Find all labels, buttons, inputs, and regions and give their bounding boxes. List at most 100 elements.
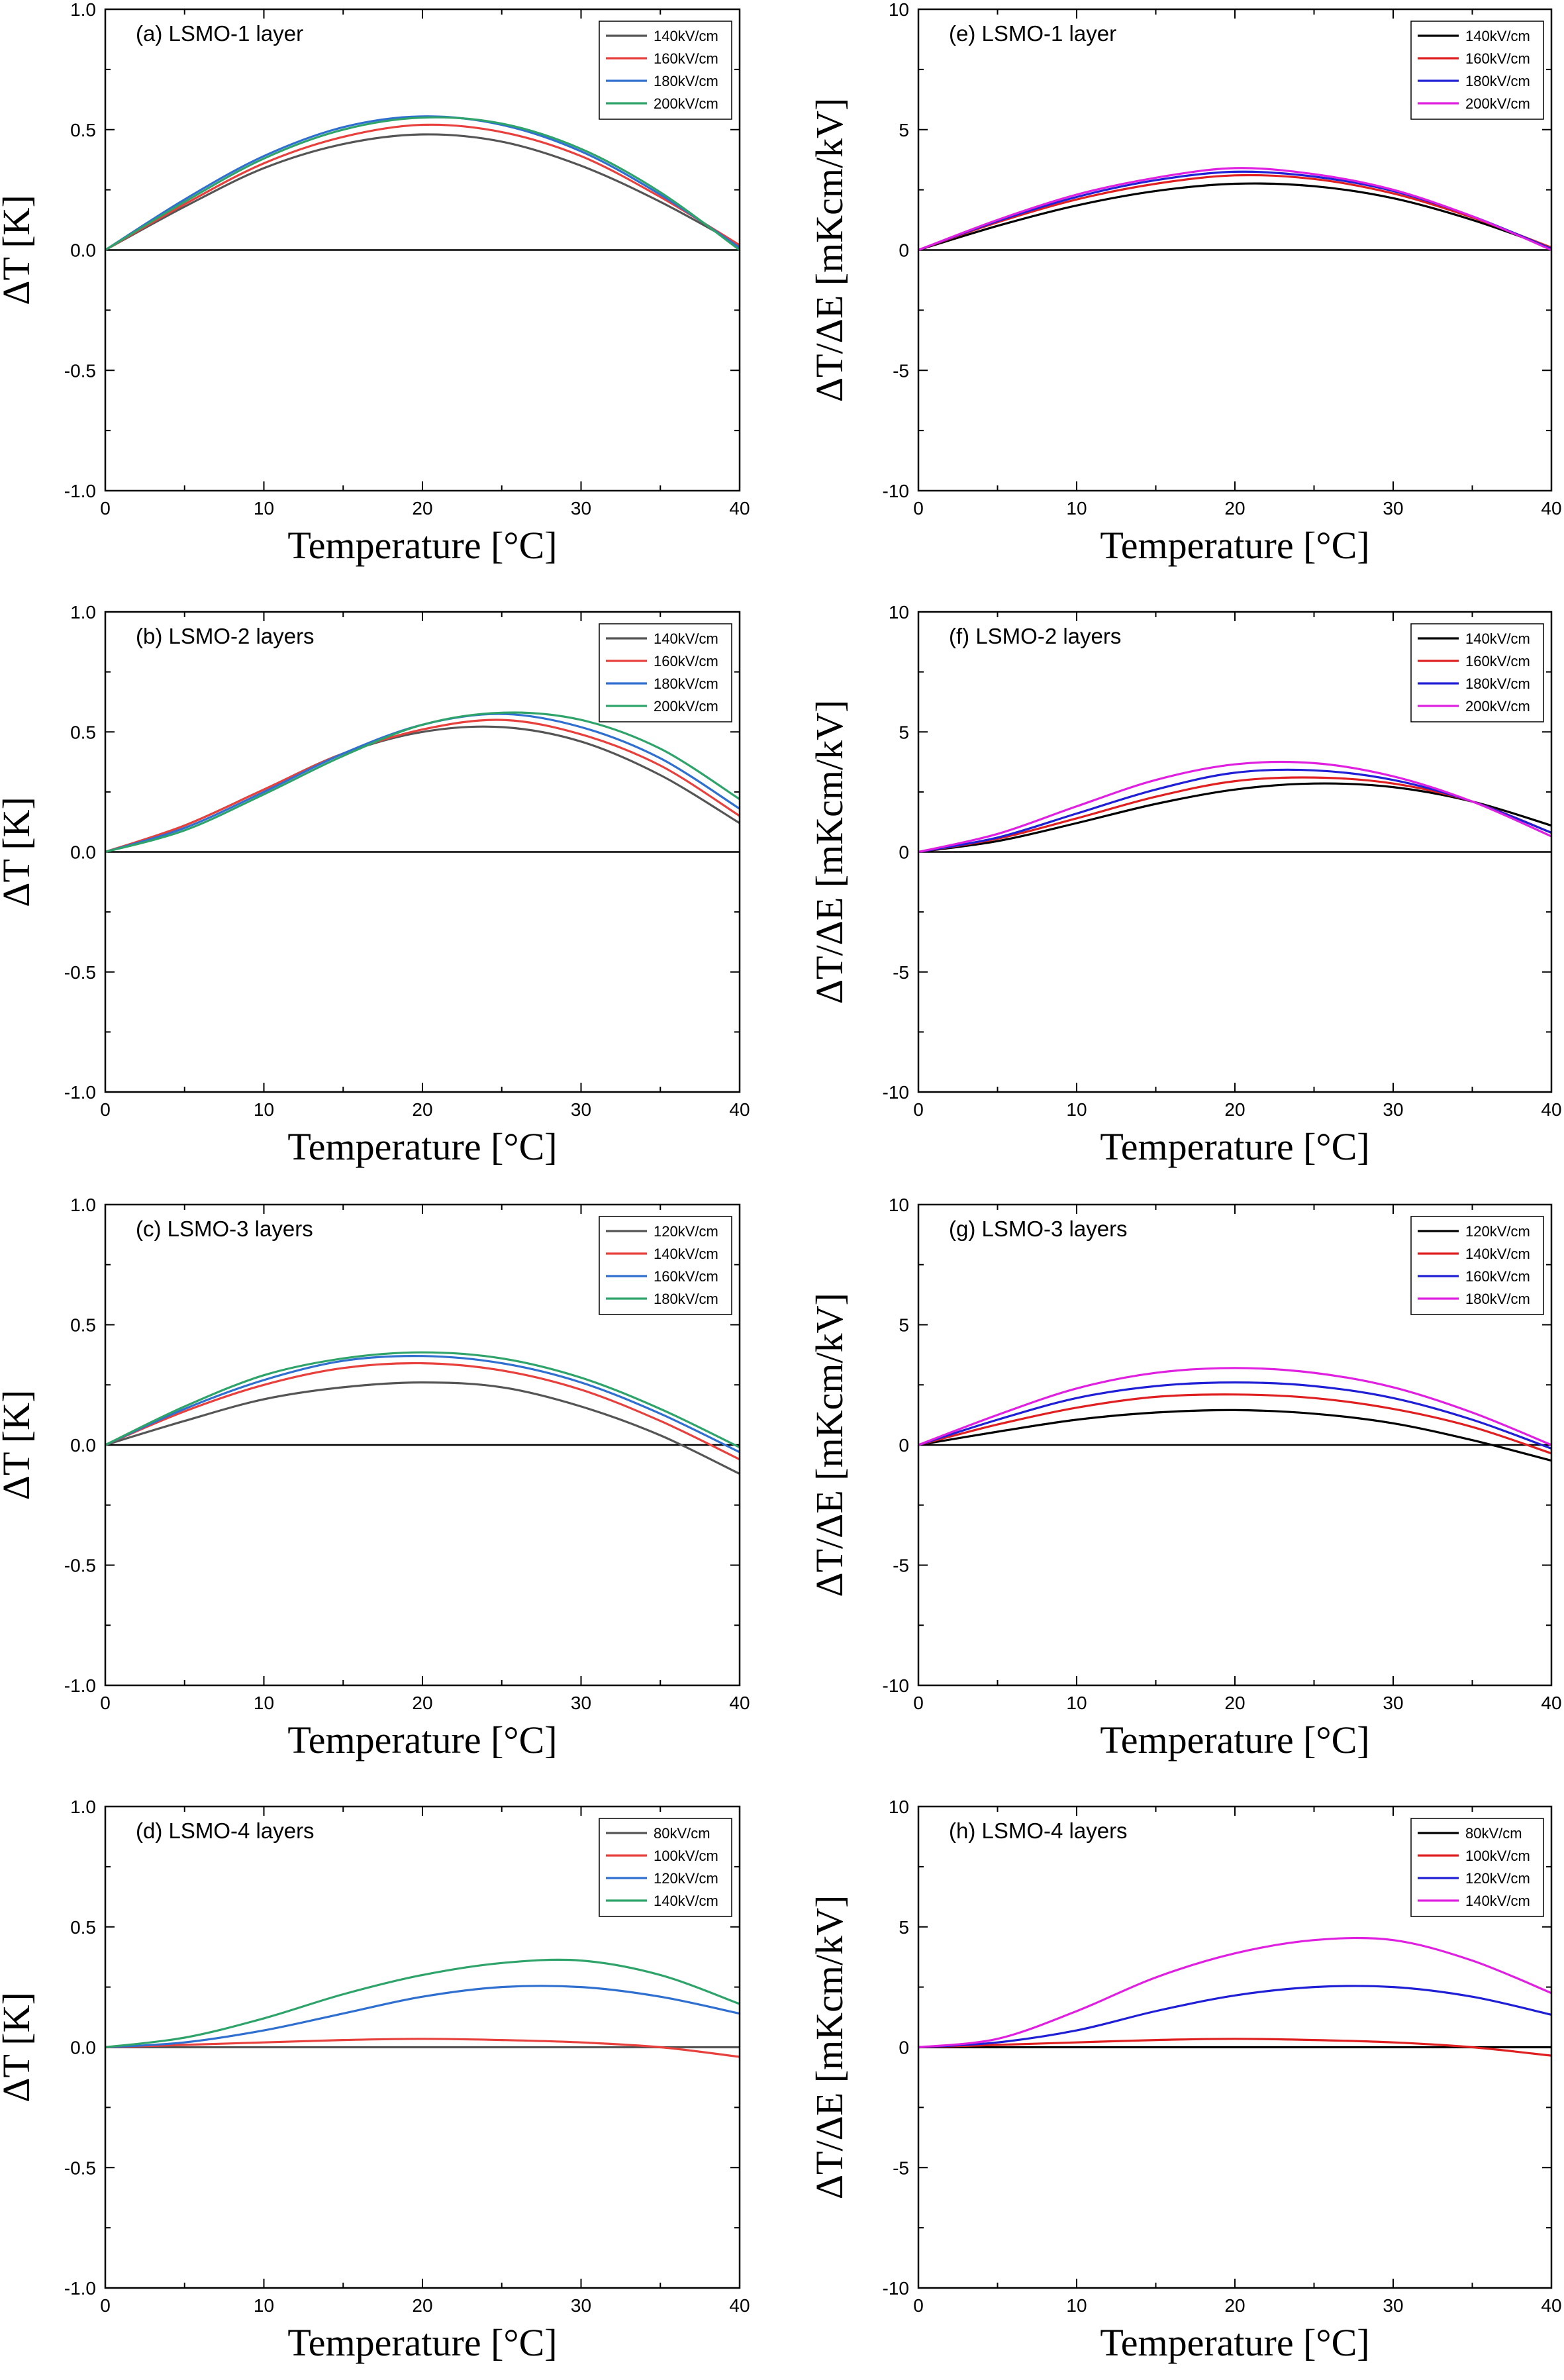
series-line-140kV-cm [105,133,740,251]
x-tick-label: 40 [1541,2295,1561,2316]
x-axis-title: Temperature [°C] [1100,1125,1369,1168]
panel-title: (a) LSMO-1 layer [136,21,303,46]
x-tick-label: 30 [1383,1099,1403,1120]
x-axis-title: Temperature [°C] [1100,1718,1369,1761]
x-tick-label: 0 [100,1099,111,1120]
y-tick-label: 0 [899,240,909,261]
x-tick-label: 10 [254,1099,274,1120]
y-tick-label: 0 [899,2038,909,2058]
y-tick-label: -10 [883,481,909,501]
series-line-120kV-cm [918,1985,1552,2049]
y-tick-label: 0 [899,1435,909,1456]
x-tick-label: 30 [571,1693,591,1713]
y-tick-label: 10 [889,1195,909,1215]
y-tick-label: 5 [899,120,909,140]
panel-title: (h) LSMO-4 layers [949,1818,1128,1843]
legend-entry: 100kV/cm [1465,1848,1530,1864]
legend-entry: 120kV/cm [1465,1870,1530,1887]
plot-frame [917,8,1553,492]
legend-entry: 120kV/cm [654,1870,718,1887]
panel-d: 0 10 20 30 40 1.0 0.5 0.0 -0.5 -1.0 (d) LSMO-4 lay… [0,1797,750,2364]
x-tick-label: 20 [1224,498,1245,519]
legend-entry: 140kV/cm [654,630,718,647]
panel-title: (f) LSMO-2 layers [949,624,1121,648]
legend-entry: 100kV/cm [654,1848,718,1864]
plot-frame [917,611,1553,1093]
x-tick-label: 40 [729,498,750,519]
legend-entry: 200kV/cm [654,698,718,715]
y-tick-label: -0.5 [64,962,96,983]
legend-entry: 140kV/cm [654,28,718,44]
y-tick-label: -10 [883,1082,909,1103]
y-tick-label: 0.0 [70,2038,96,2058]
plot-frame [917,1805,1553,2289]
x-tick-label: 20 [1224,1099,1245,1120]
legend-entry: 200kV/cm [1465,95,1530,112]
legend-entry: 140kV/cm [1465,630,1530,647]
y-tick-label: -0.5 [64,1556,96,1576]
x-tick-label: 30 [571,498,591,519]
x-tick-label: 10 [254,2295,274,2316]
y-tick-label: 1.0 [70,0,96,20]
legend-entry: 180kV/cm [654,1291,718,1307]
x-tick-label: 30 [1383,1693,1403,1713]
y-axis-title: ΔT/ΔE [mKcm/kV] [808,98,851,403]
x-tick-label: 40 [729,2295,750,2316]
plot-frame [104,8,741,492]
legend-entry: 180kV/cm [1465,73,1530,89]
legend-entry: 160kV/cm [654,50,718,67]
legend-entry: 180kV/cm [1465,675,1530,692]
y-tick-label: 10 [889,0,909,20]
panel-e: 0 10 20 30 40 10 5 0 -5 -10 (e) LSMO-1 layer 140kV/… [808,0,1562,567]
y-axis-title: ΔT [K] [0,1390,38,1501]
y-tick-label: 0.5 [70,120,96,140]
legend-entry: 120kV/cm [1465,1223,1530,1240]
legend-entry: 140kV/cm [1465,1246,1530,1262]
x-tick-label: 40 [1541,498,1561,519]
legend-entry: 160kV/cm [1465,653,1530,669]
series-line-120kV-cm [105,1985,740,2049]
x-tick-label: 30 [571,1099,591,1120]
x-tick-label: 0 [913,498,924,519]
panel-c: 0 10 20 30 40 1.0 0.5 0.0 -0.5 -1.0 (c) LSMO-3 lay… [0,1195,750,1761]
panel-title: (c) LSMO-3 layers [136,1216,313,1241]
y-tick-label: 5 [899,1917,909,1938]
x-tick-label: 20 [412,1099,432,1120]
legend-entry: 160kV/cm [654,1268,718,1285]
y-tick-label: -1.0 [64,1082,96,1103]
y-tick-label: 5 [899,1315,909,1336]
x-tick-label: 20 [412,1693,432,1713]
y-axis-title: ΔT [K] [0,797,38,907]
series-line-200kV-cm [918,167,1552,251]
legend-entry: 140kV/cm [654,1246,718,1262]
series-line-200kV-cm [105,711,740,854]
x-tick-label: 40 [1541,1693,1561,1713]
x-tick-label: 20 [412,498,432,519]
y-tick-label: 0.5 [70,722,96,742]
x-tick-label: 20 [1224,1693,1245,1713]
y-tick-label: 1.0 [70,1797,96,1817]
y-axis-title: ΔT [K] [0,195,38,305]
x-tick-label: 40 [729,1099,750,1120]
x-axis-title: Temperature [°C] [287,1718,557,1761]
x-tick-label: 10 [1066,2295,1087,2316]
y-tick-label: -5 [893,1556,909,1576]
legend-entry: 140kV/cm [1465,28,1530,44]
panel-title: (g) LSMO-3 layers [949,1216,1128,1241]
x-tick-label: 10 [254,498,274,519]
y-tick-label: 0.0 [70,1435,96,1456]
y-tick-label: 1.0 [70,1195,96,1215]
x-axis-title: Temperature [°C] [1100,2321,1369,2364]
legend-entry: 120kV/cm [654,1223,718,1240]
series-line-140kV-cm [105,1958,740,2049]
legend-entry: 160kV/cm [654,653,718,669]
x-axis-title: Temperature [°C] [287,524,557,567]
x-tick-label: 20 [412,2295,432,2316]
legend-entry: 200kV/cm [1465,698,1530,715]
series-line-140kV-cm [105,725,740,854]
panel-title: (e) LSMO-1 layer [949,21,1116,46]
legend-entry: 180kV/cm [654,73,718,89]
y-tick-label: 1.0 [70,602,96,622]
legend-entry: 180kV/cm [654,675,718,692]
legend-entry: 80kV/cm [1465,1825,1522,1842]
